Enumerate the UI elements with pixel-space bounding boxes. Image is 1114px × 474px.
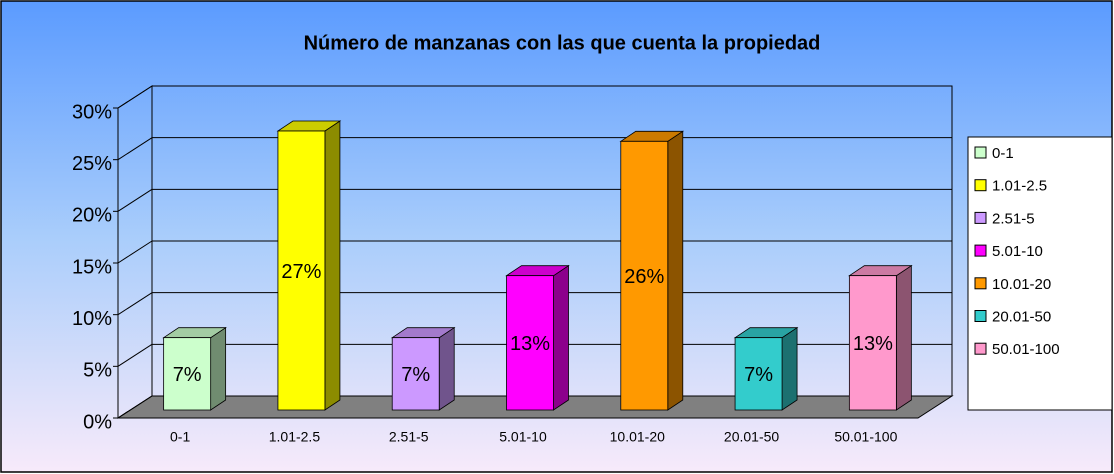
bar-side	[667, 130, 684, 411]
legend-swatch	[974, 179, 987, 192]
legend-label: 1.01-2.5	[992, 178, 1047, 195]
x-tick-label: 20.01-50	[724, 429, 779, 445]
bar	[163, 337, 212, 411]
legend-label: 0-1	[992, 145, 1014, 162]
bar-side	[895, 264, 912, 411]
bar	[848, 275, 897, 411]
y-tick-label: 20%	[72, 205, 112, 227]
grid-line	[117, 188, 153, 212]
y-tick-label: 25%	[72, 153, 112, 175]
legend-swatch	[974, 277, 987, 290]
bar-side	[781, 326, 798, 411]
grid-line	[117, 137, 153, 161]
x-tick-label: 2.51-5	[389, 429, 429, 445]
data-label: 13%	[853, 333, 893, 355]
legend-label: 2.51-5	[992, 210, 1035, 227]
x-tick-label: 50.01-100	[834, 429, 897, 445]
data-label: 13%	[510, 333, 550, 355]
chart-title: Número de manzanas con las que cuenta la…	[304, 32, 821, 54]
legend-swatch	[974, 310, 987, 322]
legend-swatch	[974, 211, 987, 224]
bar-side	[324, 120, 341, 411]
bar	[506, 275, 554, 411]
grid-line	[117, 240, 153, 264]
legend-swatch	[974, 244, 987, 257]
grid-line	[117, 343, 153, 367]
x-tick-label: 0-1	[170, 429, 190, 445]
x-tick-label: 5.01-10	[499, 429, 547, 445]
bar-side	[553, 264, 569, 411]
y-tick-label: 0%	[83, 411, 112, 433]
legend-box	[967, 136, 1113, 411]
legend-swatch	[974, 342, 987, 355]
legend-label: 5.01-10	[992, 243, 1043, 260]
bar	[277, 130, 326, 411]
legend-swatch	[974, 146, 987, 159]
y-tick-label: 15%	[72, 256, 112, 278]
legend-label: 20.01-50	[992, 308, 1051, 325]
grid-line	[117, 85, 153, 109]
bar-side	[438, 326, 455, 411]
grid-line	[117, 395, 153, 419]
bar	[620, 140, 669, 411]
grid-line	[117, 292, 153, 316]
y-tick-label: 30%	[72, 101, 112, 123]
y-tick-label: 10%	[72, 308, 112, 330]
legend-label: 10.01-20	[992, 276, 1051, 293]
bar	[391, 337, 440, 411]
data-label: 7%	[401, 364, 430, 386]
legend-label: 50.01-100	[992, 341, 1060, 358]
data-label: 7%	[744, 364, 773, 386]
bar-side	[210, 326, 227, 411]
bar	[734, 337, 783, 411]
x-tick-label: 1.01-2.5	[269, 429, 321, 445]
data-label: 26%	[624, 266, 664, 288]
y-tick-label: 5%	[83, 360, 112, 382]
data-label: 27%	[281, 261, 321, 283]
data-label: 7%	[173, 364, 202, 386]
x-tick-label: 10.01-20	[610, 429, 665, 445]
